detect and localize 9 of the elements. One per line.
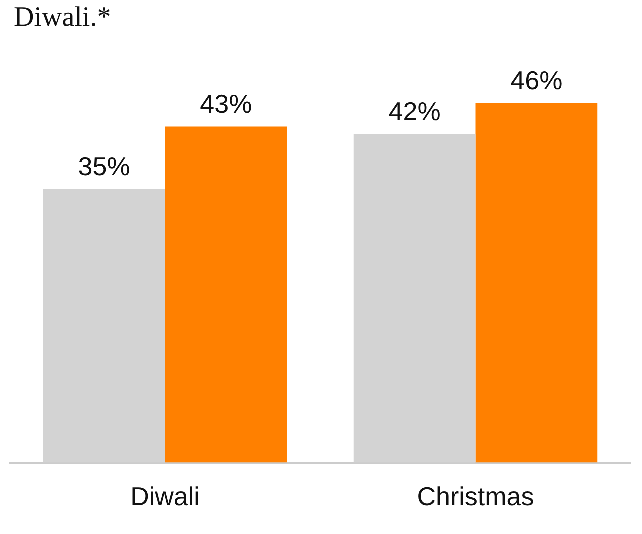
x-tick-label: Christmas xyxy=(417,482,534,512)
chart-title: Diwali.* xyxy=(14,2,112,34)
data-label: 35% xyxy=(78,151,130,182)
data-label: 43% xyxy=(200,88,252,119)
x-tick-label: Diwali xyxy=(130,482,200,512)
data-label: 42% xyxy=(388,96,441,127)
bar xyxy=(165,126,288,463)
data-label: 46% xyxy=(510,65,563,96)
bar xyxy=(476,103,598,463)
